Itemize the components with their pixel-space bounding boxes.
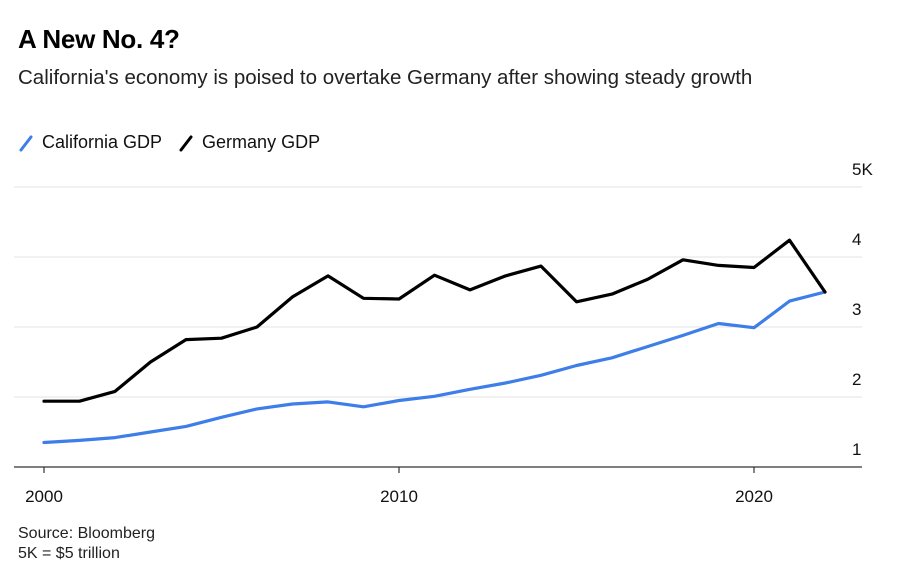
y-tick-label-1: 1 xyxy=(852,440,861,459)
y-tick-label-3: 3 xyxy=(852,300,861,319)
axes xyxy=(14,466,862,473)
series-line-california xyxy=(42,290,827,445)
unit-note: 5K = $5 trillion xyxy=(18,545,120,562)
legend-item-germany: Germany GDP xyxy=(178,132,320,153)
legend-label-germany: Germany GDP xyxy=(202,132,321,152)
x-tick-label-2000: 2000 xyxy=(25,487,63,506)
legend-item-california: California GDP xyxy=(18,132,162,153)
x-tick-label-2010: 2010 xyxy=(380,487,418,506)
y-tick-label-5: 5K xyxy=(852,160,873,179)
chart-title: A New No. 4? xyxy=(18,24,180,54)
tick-labels: 1 2 3 4 5K 2000 2010 2020 xyxy=(25,160,873,506)
series-line-germany xyxy=(42,238,827,403)
chart-subtitle: California's economy is poised to overta… xyxy=(18,66,753,89)
legend-label-california: California GDP xyxy=(42,132,163,152)
source-note: Source: Bloomberg xyxy=(18,525,155,542)
legend: California GDP Germany GDP xyxy=(18,132,336,153)
y-tick-label-2: 2 xyxy=(852,370,861,389)
legend-swatch-california-icon xyxy=(19,135,33,151)
legend-swatch-germany-icon xyxy=(179,135,193,151)
series-lines xyxy=(42,238,827,445)
x-tick-label-2020: 2020 xyxy=(735,487,773,506)
y-tick-label-4: 4 xyxy=(852,230,861,249)
footer: Source: Bloomberg 5K = $5 trillion xyxy=(18,524,155,564)
gridlines xyxy=(14,186,862,398)
